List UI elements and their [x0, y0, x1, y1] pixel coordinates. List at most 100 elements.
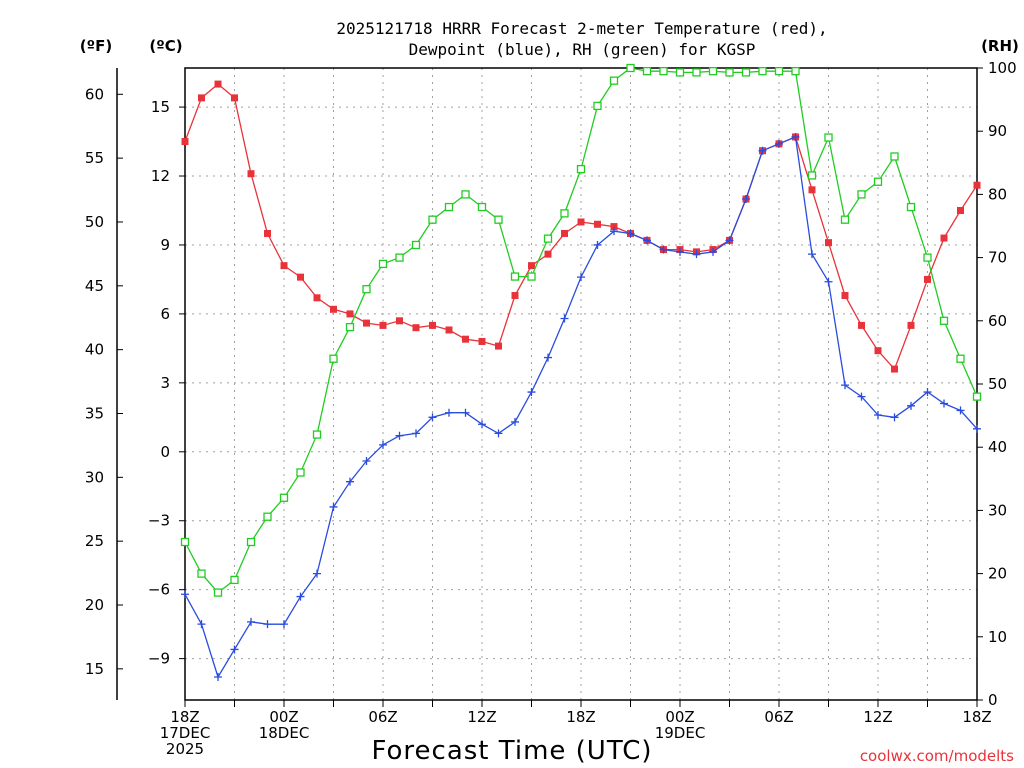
dewpoint-point: [511, 417, 519, 426]
x-tick-label: 12Z: [863, 708, 892, 726]
rh-point: [213, 588, 223, 597]
fahrenheit-tick-label: 55: [85, 149, 104, 167]
rh-tick-label: 70: [988, 249, 1007, 267]
fahrenheit-tick-label: 50: [85, 213, 104, 231]
temperature-point: [973, 181, 981, 189]
dewpoint-point: [230, 645, 239, 654]
data-series: [180, 63, 982, 682]
rh-point: [939, 316, 949, 325]
rh-point: [543, 234, 553, 243]
rh-point: [873, 177, 883, 186]
rh-point: [741, 68, 751, 77]
temperature-point: [363, 319, 370, 327]
temperature-point: [907, 321, 915, 329]
celsius-tick-label: 0: [160, 443, 170, 461]
rh-point: [527, 272, 536, 281]
dewpoint-point: [428, 413, 437, 422]
series-open-square-group: [180, 63, 982, 597]
rh-tick-label: 0: [988, 691, 998, 709]
celsius-tick-label: 6: [160, 305, 170, 323]
x-tick-label: 18Z: [170, 708, 199, 726]
rh-point: [329, 354, 338, 363]
celsius-tick-label: 9: [160, 236, 170, 254]
dewpoint-point: [791, 132, 800, 141]
dewpoint-point: [247, 617, 255, 626]
rh-point: [609, 76, 619, 85]
rh-point: [428, 215, 437, 224]
dewpoint-point: [527, 388, 536, 397]
rh-point: [296, 468, 305, 477]
rh-point: [626, 63, 635, 73]
fahrenheit-unit-label: (ºF): [80, 37, 112, 55]
temperature-point: [874, 347, 882, 355]
rh-tick-label: 30: [988, 501, 1007, 519]
temperature-point: [346, 310, 354, 318]
rh-point: [642, 67, 652, 76]
celsius-tick-label: 15: [151, 98, 170, 116]
rh-tick-label: 80: [988, 185, 1007, 203]
fahrenheit-tick-label: 35: [85, 404, 104, 422]
rh-point: [675, 68, 685, 77]
celsius-tick-label: 3: [160, 374, 170, 392]
x-tick-label: 18Z: [566, 708, 595, 726]
rh-point: [840, 215, 850, 224]
rh-point: [576, 164, 586, 174]
rh-unit-label: (RH): [981, 37, 1019, 55]
temperature-point: [825, 239, 832, 247]
dewpoint-point: [214, 673, 222, 682]
rh-point: [972, 392, 982, 401]
rh-tick-label: 90: [988, 122, 1007, 140]
temperature-point: [858, 321, 865, 329]
celsius-tick-label: −3: [148, 512, 170, 530]
dewpoint-point: [923, 388, 932, 397]
rh-point: [857, 190, 866, 199]
dewpoint-point: [197, 620, 206, 629]
dewpoint-point: [280, 620, 288, 629]
rh-point: [890, 152, 899, 161]
fahrenheit-tick-label: 25: [85, 532, 104, 550]
dewpoint-point: [478, 420, 486, 429]
temperature-point: [495, 342, 502, 350]
dewpoint-point: [907, 401, 915, 410]
x-axis-label: Forecast Time (UTC): [371, 736, 652, 766]
temperature-point: [264, 229, 271, 237]
dewpoint-point: [296, 592, 305, 601]
dewpoint-point: [841, 381, 849, 390]
dewpoint-point: [725, 236, 734, 245]
temperature-point: [313, 294, 321, 302]
rh-point: [923, 253, 932, 262]
rh-point: [725, 68, 734, 77]
temperature-point: [330, 305, 337, 313]
temperature-point: [577, 218, 585, 226]
temperature-point: [544, 250, 552, 258]
rh-point: [659, 67, 668, 76]
temperature-point: [445, 326, 453, 334]
rh-point: [197, 569, 206, 578]
dewpoint-point: [973, 424, 981, 433]
rh-point: [477, 202, 487, 212]
temperature-point: [214, 80, 222, 88]
rh-point: [494, 215, 503, 224]
rh-tick-label: 40: [988, 438, 1007, 456]
rh-point: [708, 67, 718, 76]
rh-tick-label: 10: [988, 628, 1007, 646]
x-tick-label: 12Z: [467, 708, 496, 726]
chart-title-line-2: Dewpoint (blue), RH (green) for KGSP: [409, 40, 756, 59]
dewpoint-point: [544, 353, 552, 362]
dewpoint-point: [940, 399, 948, 408]
dewpoint-point: [329, 502, 338, 511]
x-tick-label: 19DEC: [655, 724, 706, 742]
rh-point: [824, 133, 833, 142]
temperature-point: [478, 337, 486, 345]
dewpoint-point: [890, 413, 899, 422]
dewpoint-point: [395, 431, 404, 440]
rh-point: [230, 575, 239, 585]
rh-point: [411, 240, 421, 250]
x-tick-label: 00Z: [269, 708, 298, 726]
fahrenheit-tick-label: 60: [85, 85, 104, 103]
x-tick-label: 17DEC: [160, 724, 211, 742]
dewpoint-point: [626, 229, 635, 238]
dewpoint-point: [593, 240, 602, 249]
temperature-point: [561, 229, 568, 237]
